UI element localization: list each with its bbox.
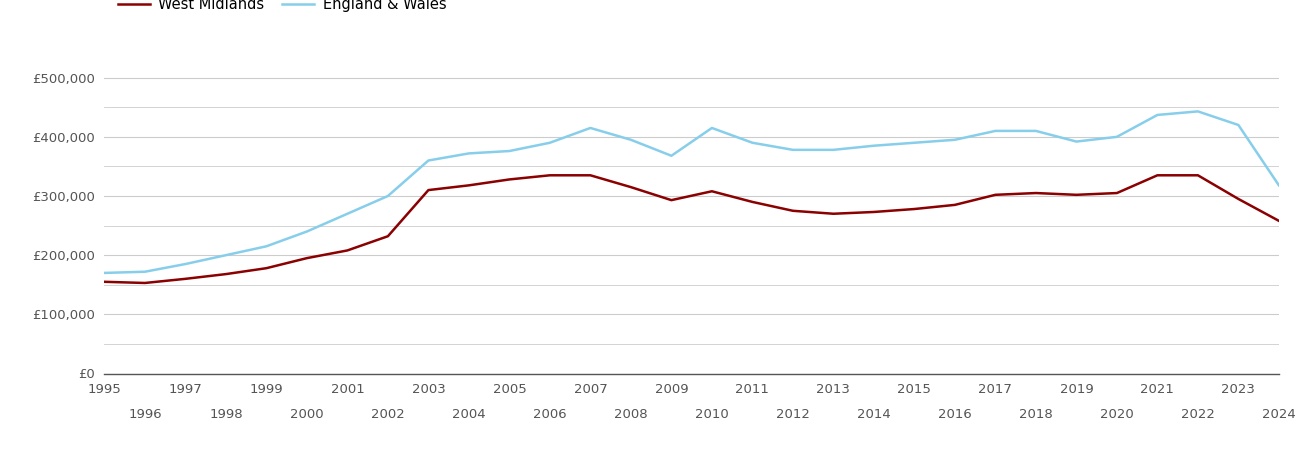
West Midlands: [947, 202, 963, 207]
West Midlands: [988, 192, 1004, 198]
West Midlands: [1231, 196, 1246, 202]
England & Wales: [988, 128, 1004, 134]
England & Wales: [705, 125, 720, 130]
England & Wales: [218, 252, 234, 258]
England & Wales: [177, 261, 193, 267]
West Midlands: [786, 208, 801, 213]
West Midlands: [461, 183, 476, 188]
England & Wales: [1190, 109, 1206, 114]
England & Wales: [663, 153, 679, 158]
West Midlands: [97, 279, 112, 284]
England & Wales: [1109, 134, 1125, 140]
West Midlands: [501, 177, 517, 182]
England & Wales: [258, 243, 274, 249]
West Midlands: [1109, 190, 1125, 196]
West Midlands: [907, 206, 923, 211]
Line: West Midlands: West Midlands: [104, 176, 1279, 283]
West Midlands: [218, 271, 234, 277]
England & Wales: [1150, 112, 1165, 117]
West Midlands: [339, 248, 355, 253]
England & Wales: [622, 137, 638, 143]
England & Wales: [907, 140, 923, 145]
West Midlands: [622, 184, 638, 190]
West Midlands: [582, 173, 598, 178]
England & Wales: [420, 158, 436, 163]
West Midlands: [1028, 190, 1044, 196]
England & Wales: [542, 140, 557, 145]
England & Wales: [947, 137, 963, 143]
Legend: West Midlands, England & Wales: West Midlands, England & Wales: [112, 0, 453, 18]
West Midlands: [745, 199, 761, 205]
England & Wales: [786, 147, 801, 153]
England & Wales: [299, 229, 315, 234]
England & Wales: [339, 211, 355, 216]
West Midlands: [1069, 192, 1084, 198]
West Midlands: [663, 198, 679, 203]
West Midlands: [867, 209, 882, 215]
England & Wales: [461, 151, 476, 156]
West Midlands: [1150, 173, 1165, 178]
Line: England & Wales: England & Wales: [104, 112, 1279, 273]
England & Wales: [1271, 183, 1287, 188]
West Midlands: [137, 280, 153, 286]
West Midlands: [420, 187, 436, 193]
England & Wales: [745, 140, 761, 145]
England & Wales: [137, 269, 153, 274]
England & Wales: [867, 143, 882, 148]
West Midlands: [1190, 173, 1206, 178]
England & Wales: [1028, 128, 1044, 134]
England & Wales: [380, 194, 395, 199]
West Midlands: [826, 211, 842, 216]
West Midlands: [542, 173, 557, 178]
England & Wales: [826, 147, 842, 153]
West Midlands: [177, 276, 193, 282]
England & Wales: [501, 148, 517, 154]
West Midlands: [258, 266, 274, 271]
England & Wales: [1231, 122, 1246, 128]
England & Wales: [1069, 139, 1084, 144]
West Midlands: [1271, 218, 1287, 224]
West Midlands: [299, 256, 315, 261]
England & Wales: [97, 270, 112, 275]
West Midlands: [380, 234, 395, 239]
West Midlands: [705, 189, 720, 194]
England & Wales: [582, 125, 598, 130]
